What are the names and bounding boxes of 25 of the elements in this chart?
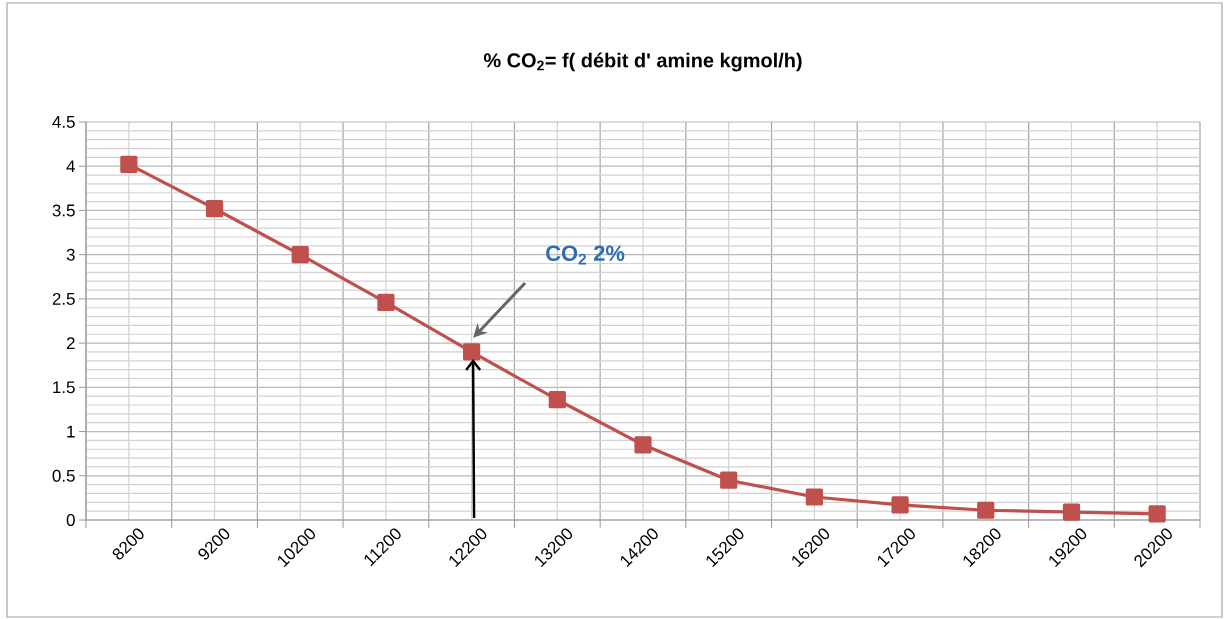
- y-tick-label: 3.5: [52, 204, 75, 217]
- point: [120, 155, 138, 174]
- point: [1062, 503, 1081, 521]
- point: [463, 343, 481, 361]
- point: [1148, 505, 1166, 523]
- y-tick-label: 4: [66, 160, 75, 173]
- point: [634, 436, 652, 454]
- point: [891, 496, 909, 514]
- point: [377, 293, 395, 312]
- y-tick-label: 1: [67, 425, 75, 438]
- point: [977, 501, 995, 519]
- y-tick-label: 0.5: [52, 469, 75, 482]
- y-tick-label: 1.5: [53, 381, 75, 394]
- point: [720, 471, 738, 489]
- y-tick-label: 2.5: [52, 292, 75, 305]
- point: [548, 391, 566, 409]
- y-tick-label: 4.5: [52, 116, 75, 128]
- y-tick-label: 3: [66, 248, 75, 261]
- y-tick-label: 0: [66, 514, 75, 526]
- point: [805, 488, 823, 506]
- point: [205, 200, 224, 218]
- point: [291, 246, 309, 264]
- annotation: CO$_{2}$ 2%: [546, 245, 625, 265]
- chart-title: % CO$_{2}$= f( débit d' amine kgmol/h): [483, 52, 802, 72]
- y-tick-label: 2: [66, 337, 75, 350]
